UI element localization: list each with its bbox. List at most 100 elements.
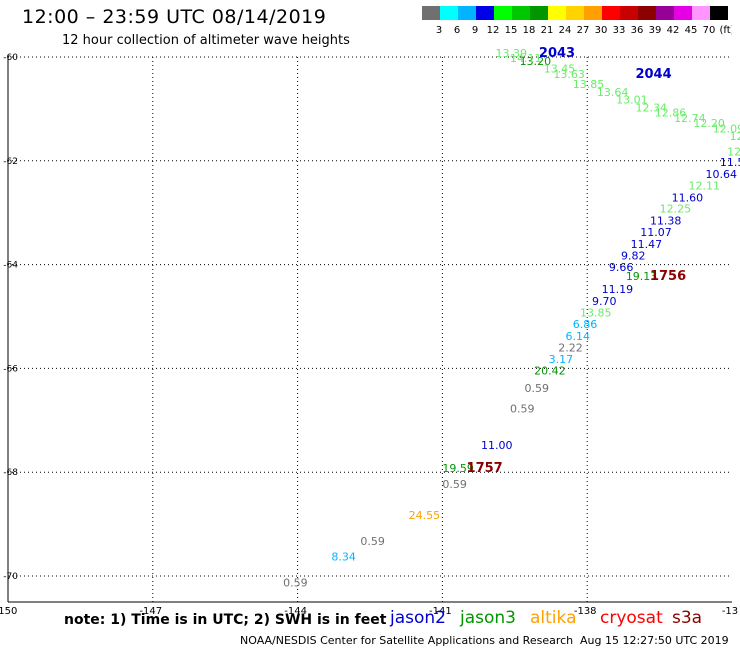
y-tick-label: -62 (3, 157, 18, 167)
wave-height-label: 13.63 (553, 68, 585, 81)
wave-height-label: 12.20 (693, 117, 725, 130)
wave-height-label: 19.59 (442, 462, 474, 475)
wave-height-label: 0.59 (283, 576, 308, 589)
wave-height-label: 9.82 (621, 249, 646, 262)
colorbar-label: 70 (703, 25, 716, 36)
wave-height-label: 24.55 (409, 509, 441, 522)
x-tick-label: -147 (139, 606, 162, 617)
wave-height-label: 2.22 (558, 341, 583, 354)
wave-height-label: 0.59 (360, 535, 385, 548)
wave-height-label: 0.59 (442, 478, 467, 491)
colorbar-label: 21 (541, 25, 554, 36)
colorbar-swatch (566, 6, 584, 20)
wave-height-label: 6.86 (573, 318, 598, 331)
colorbar-label: (ft) (719, 25, 732, 36)
satellite-altika: altika (530, 608, 577, 628)
chart-subtitle: 12 hour collection of altimeter wave hei… (62, 33, 350, 48)
wave-height-label: 13.45 (544, 63, 576, 76)
wave-height-label: 12.74 (674, 112, 706, 125)
wave-height-label: 9.70 (592, 295, 617, 308)
x-tick-label: -138 (574, 606, 597, 617)
wave-height-label: 19.13 (626, 270, 658, 283)
wave-height-label: 8.34 (331, 550, 356, 563)
satellite-jason2: jason2 (390, 608, 446, 628)
colorbar-label: 18 (523, 25, 536, 36)
time-label: 1757 (467, 461, 503, 476)
colorbar-swatch (584, 6, 602, 20)
wave-height-label: 11.60 (672, 191, 704, 204)
wave-height-label: 11.00 (481, 439, 512, 452)
wave-height-label: 0.59 (524, 382, 549, 395)
colorbar-label: 15 (505, 25, 518, 36)
wave-height-label: 3.17 (549, 353, 574, 366)
colorbar-label: 30 (595, 25, 608, 36)
colorbar-label: 39 (649, 25, 662, 36)
wave-height-label: 12. (727, 146, 740, 159)
y-tick-label: -70 (3, 572, 18, 582)
colorbar-swatch (620, 6, 638, 20)
chart-title: 12:00 – 23:59 UTC 08/14/2019 (22, 6, 327, 28)
footer-timestamp: Aug 15 12:27:50 UTC 2019 (580, 634, 729, 647)
colorbar-swatch (674, 6, 692, 20)
time-label: 1756 (650, 269, 686, 284)
y-tick-label: -60 (3, 53, 18, 63)
colorbar-label: 42 (667, 25, 680, 36)
colorbar-swatch (494, 6, 512, 20)
wave-height-label: 6.14 (565, 330, 590, 343)
colorbar-label: 27 (577, 25, 590, 36)
colorbar-swatch (692, 6, 710, 20)
wave-height-label: 11.47 (631, 238, 663, 251)
time-label: 2043 (539, 46, 575, 61)
colorbar-label: 24 (559, 25, 572, 36)
wave-height-label: 9.66 (609, 261, 634, 274)
satellite-s3a: s3a (672, 608, 703, 628)
wave-height-label: 13.85 (573, 78, 605, 91)
note-text: note: 1) Time is in UTC; 2) SWH is in fe… (64, 612, 387, 628)
wave-height-label: 11.56 (720, 156, 740, 169)
wave-height-label: 12. (730, 130, 740, 143)
colorbar-label: 6 (454, 25, 460, 36)
wave-height-label: 0.59 (510, 403, 535, 416)
footer-credit: NOAA/NESDIS Center for Satellite Applica… (240, 634, 574, 647)
colorbar-swatch (476, 6, 494, 20)
y-tick-label: -64 (3, 261, 18, 271)
y-tick-label: -68 (3, 468, 18, 478)
colorbar-swatch (440, 6, 458, 20)
colorbar-label: 9 (472, 25, 478, 36)
colorbar-swatch (530, 6, 548, 20)
time-label: 2044 (635, 67, 671, 82)
colorbar-swatch (422, 6, 440, 20)
colorbar-label: 45 (685, 25, 698, 36)
x-tick-label: -144 (284, 606, 307, 617)
wave-height-label: 12.86 (655, 107, 687, 120)
colorbar-swatch (512, 6, 530, 20)
y-tick-label: -66 (3, 364, 18, 374)
wave-height-label: 12.25 (660, 203, 692, 216)
wave-height-label: 13.01 (616, 94, 648, 107)
wave-height-label: 13.39 (495, 47, 527, 60)
x-tick-label: -141 (429, 606, 452, 617)
wave-height-label: 12.11 (689, 179, 721, 192)
wave-height-label: 20.42 (534, 365, 566, 378)
x-tick-label: -13 (722, 606, 738, 617)
colorbar-swatch (458, 6, 476, 20)
colorbar-label: 12 (487, 25, 500, 36)
colorbar-swatch (548, 6, 566, 20)
colorbar-swatch (602, 6, 620, 20)
colorbar-swatch (656, 6, 674, 20)
wave-height-label: 14.11 (510, 52, 542, 65)
wave-height-label: 10.64 (705, 168, 737, 181)
colorbar-label: 36 (631, 25, 644, 36)
satellite-jason3: jason3 (460, 608, 516, 628)
wave-height-label: 11.38 (650, 215, 682, 228)
wave-height-label: 11.07 (640, 226, 672, 239)
colorbar-label: 33 (613, 25, 626, 36)
wave-height-label: 11.19 (602, 283, 634, 296)
wave-height-label: 13.20 (520, 55, 552, 68)
x-tick-label: -150 (0, 606, 17, 617)
wave-height-label: 12.09 (713, 122, 740, 135)
colorbar-swatch (638, 6, 656, 20)
wave-height-label: 13.64 (597, 86, 629, 99)
